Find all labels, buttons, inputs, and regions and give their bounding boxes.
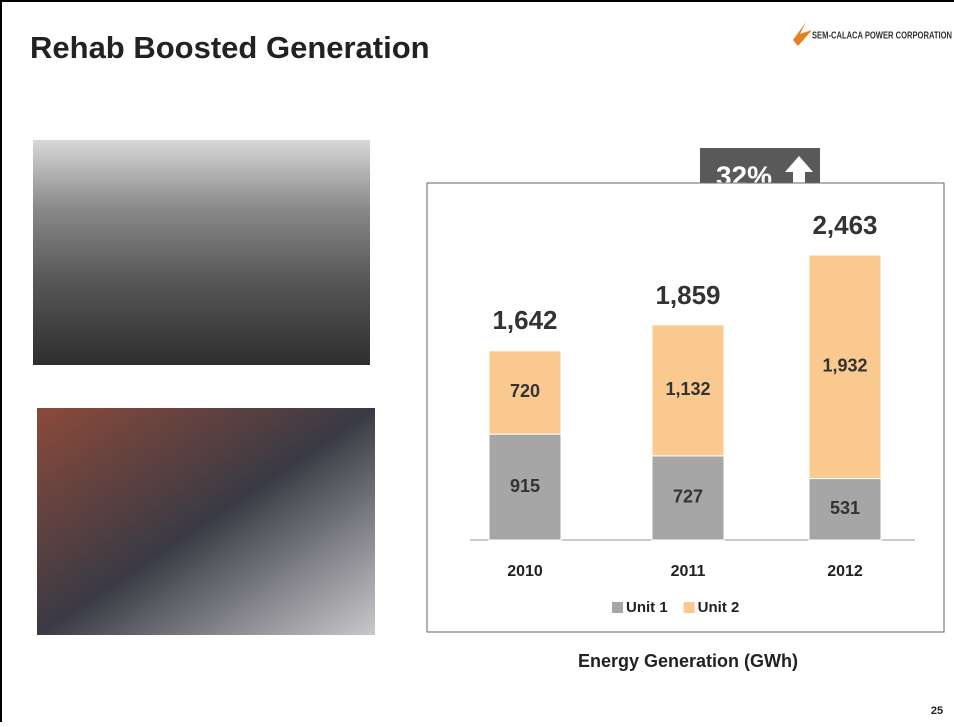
segment-label: 720 [510,381,540,401]
segment-label: 915 [510,476,540,496]
slide: Rehab Boosted Generation SEM-CALACA POWE… [0,0,954,722]
slide-title: Rehab Boosted Generation [30,30,430,65]
total-label: 1,859 [655,280,720,310]
segment-label: 531 [830,498,860,518]
legend-label: Unit 2 [698,599,740,616]
x-tick-label: 2010 [507,563,543,580]
total-label: 1,642 [492,305,557,335]
photo-control-room [37,408,375,635]
total-label: 2,463 [812,210,877,240]
photo-plant [33,140,370,365]
page-number: 25 [931,705,943,717]
legend-swatch [684,602,695,613]
legend-label: Unit 1 [626,599,668,616]
segment-label: 727 [673,487,703,507]
x-tick-label: 2011 [671,563,706,580]
chart-title: Energy Generation (GWh) [578,651,798,671]
logo-text: SEM-CALACA POWER CORPORATION [812,31,952,42]
segment-label: 1,932 [822,356,867,376]
x-tick-label: 2012 [827,563,863,580]
legend-swatch [612,602,623,613]
segment-label: 1,132 [665,379,710,399]
